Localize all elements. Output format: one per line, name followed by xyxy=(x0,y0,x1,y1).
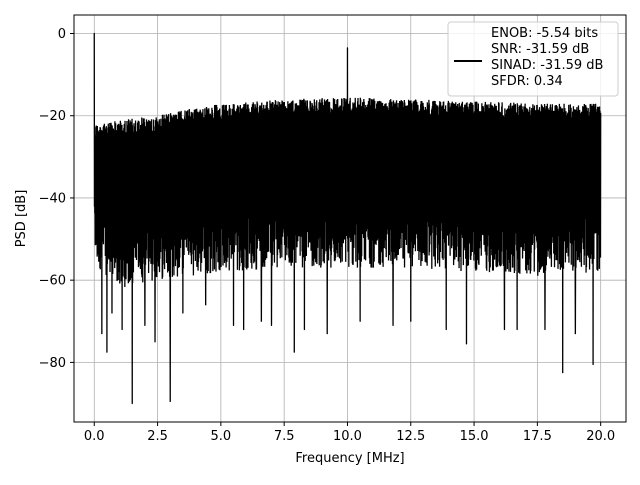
x-tick-label: 17.5 xyxy=(523,429,552,444)
series-trace xyxy=(93,32,602,405)
legend-sfdr: SFDR: 0.34 xyxy=(491,74,563,89)
data-point xyxy=(154,341,156,343)
data-point xyxy=(574,333,576,335)
data-point xyxy=(94,189,97,191)
data-point xyxy=(359,320,361,322)
data-point xyxy=(144,324,146,326)
data-point xyxy=(293,351,295,353)
x-tick-label: 10.0 xyxy=(333,429,362,444)
x-tick-label: 0.0 xyxy=(84,429,105,444)
data-point xyxy=(260,320,262,322)
data-point xyxy=(346,47,349,49)
data-point xyxy=(169,400,171,403)
data-point xyxy=(270,324,273,326)
y-tick-label: −20 xyxy=(39,109,66,124)
data-point xyxy=(106,351,108,353)
data-point xyxy=(121,328,123,331)
data-point xyxy=(303,328,306,331)
x-axis-label: Frequency [MHz] xyxy=(295,451,404,466)
x-axis-ticks: 0.0 2.5 5.0 7.5 10.0 12.5 15.0 17.5 20.0 xyxy=(84,422,615,444)
data-point xyxy=(326,333,328,335)
data-point xyxy=(465,343,468,345)
data-point xyxy=(445,328,447,331)
data-point xyxy=(544,328,546,331)
data-point xyxy=(410,320,412,322)
data-point xyxy=(392,324,394,326)
data-point xyxy=(111,312,113,314)
legend: ENOB: -5.54 bits SNR: -31.59 dB SINAD: -… xyxy=(447,21,619,97)
data-point xyxy=(205,304,207,306)
data-point xyxy=(243,328,245,331)
x-tick-label: 15.0 xyxy=(460,429,489,444)
y-tick-label: −60 xyxy=(39,274,66,289)
y-tick-label: −80 xyxy=(39,356,66,371)
data-point xyxy=(516,328,518,331)
legend-box xyxy=(447,21,619,97)
axes-frame xyxy=(73,14,627,423)
data-point xyxy=(232,324,235,326)
y-tick-label: −40 xyxy=(39,191,66,206)
data-point xyxy=(592,363,594,366)
x-tick-label: 12.5 xyxy=(396,429,425,444)
data-point xyxy=(101,333,103,335)
data-point xyxy=(93,32,95,35)
x-tick-label: 7.5 xyxy=(274,429,295,444)
x-tick-label: 2.5 xyxy=(147,429,168,444)
data-point xyxy=(503,328,506,331)
data-point xyxy=(182,312,184,314)
y-tick-label: 0 xyxy=(58,27,66,42)
legend-enob: ENOB: -5.54 bits xyxy=(491,26,598,41)
legend-snr: SNR: -31.59 dB xyxy=(491,42,589,57)
data-point xyxy=(131,402,133,405)
data-point xyxy=(562,372,564,374)
x-tick-label: 5.0 xyxy=(211,429,232,444)
legend-sinad: SINAD: -31.59 dB xyxy=(491,58,603,73)
y-axis-ticks: 0 −20 −40 −60 −80 xyxy=(39,27,74,371)
x-tick-label: 20.0 xyxy=(586,429,615,444)
y-axis-label: PSD [dB] xyxy=(14,190,29,248)
